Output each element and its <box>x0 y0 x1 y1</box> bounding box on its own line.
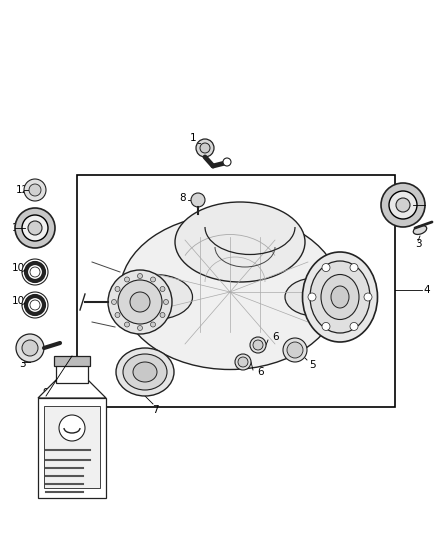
Circle shape <box>350 322 358 330</box>
Ellipse shape <box>413 225 427 235</box>
Circle shape <box>28 221 42 235</box>
Circle shape <box>108 270 172 334</box>
Circle shape <box>250 337 266 353</box>
Circle shape <box>322 263 330 271</box>
Circle shape <box>26 296 44 314</box>
Circle shape <box>160 312 165 318</box>
Circle shape <box>308 293 316 301</box>
Text: 4: 4 <box>424 285 430 295</box>
Circle shape <box>200 143 210 153</box>
Polygon shape <box>38 380 106 398</box>
Text: 11: 11 <box>11 223 25 233</box>
Text: 7: 7 <box>152 405 158 415</box>
Circle shape <box>151 322 155 327</box>
Ellipse shape <box>120 214 340 369</box>
Circle shape <box>59 415 85 441</box>
Ellipse shape <box>310 261 370 333</box>
Circle shape <box>26 263 44 281</box>
Circle shape <box>287 342 303 358</box>
Circle shape <box>223 158 231 166</box>
Circle shape <box>15 208 55 248</box>
Text: 5: 5 <box>310 360 316 370</box>
Circle shape <box>24 179 46 201</box>
Circle shape <box>29 184 41 196</box>
Bar <box>44 406 100 488</box>
Circle shape <box>253 340 263 350</box>
Circle shape <box>130 292 150 312</box>
Circle shape <box>381 183 425 227</box>
Text: 10: 10 <box>11 296 25 306</box>
Bar <box>38 398 106 498</box>
Ellipse shape <box>175 202 305 282</box>
Circle shape <box>396 198 410 212</box>
Text: 1: 1 <box>190 133 196 143</box>
Circle shape <box>364 293 372 301</box>
Bar <box>54 356 90 366</box>
Circle shape <box>30 267 40 277</box>
Circle shape <box>30 300 40 310</box>
Circle shape <box>283 338 307 362</box>
Circle shape <box>163 300 169 304</box>
Ellipse shape <box>117 274 192 319</box>
Ellipse shape <box>303 252 378 342</box>
Circle shape <box>112 300 117 304</box>
Bar <box>56 363 88 383</box>
Text: 9: 9 <box>42 388 49 398</box>
Circle shape <box>22 259 48 285</box>
Circle shape <box>124 322 130 327</box>
Circle shape <box>115 287 120 292</box>
Text: 10: 10 <box>11 263 25 273</box>
Ellipse shape <box>285 278 345 316</box>
Circle shape <box>350 263 358 271</box>
Text: 8: 8 <box>180 193 186 203</box>
Ellipse shape <box>116 348 174 396</box>
Circle shape <box>118 280 162 324</box>
Text: 12: 12 <box>15 185 28 195</box>
Bar <box>77 175 395 407</box>
Text: 6: 6 <box>258 367 264 377</box>
Circle shape <box>138 326 142 330</box>
Text: 6: 6 <box>273 332 279 342</box>
Circle shape <box>124 277 130 282</box>
Circle shape <box>389 191 417 219</box>
Text: 3: 3 <box>19 359 25 369</box>
Circle shape <box>22 292 48 318</box>
Circle shape <box>322 322 330 330</box>
Circle shape <box>238 357 248 367</box>
Circle shape <box>115 312 120 318</box>
Ellipse shape <box>331 286 349 308</box>
Text: 2: 2 <box>412 195 418 205</box>
Circle shape <box>138 273 142 279</box>
Ellipse shape <box>321 274 359 319</box>
Circle shape <box>160 287 165 292</box>
Text: 3: 3 <box>415 239 421 249</box>
Circle shape <box>151 277 155 282</box>
Circle shape <box>191 193 205 207</box>
Ellipse shape <box>123 354 167 390</box>
Circle shape <box>196 139 214 157</box>
Circle shape <box>22 340 38 356</box>
Circle shape <box>16 334 44 362</box>
Circle shape <box>22 215 48 241</box>
Circle shape <box>235 354 251 370</box>
Ellipse shape <box>133 362 157 382</box>
